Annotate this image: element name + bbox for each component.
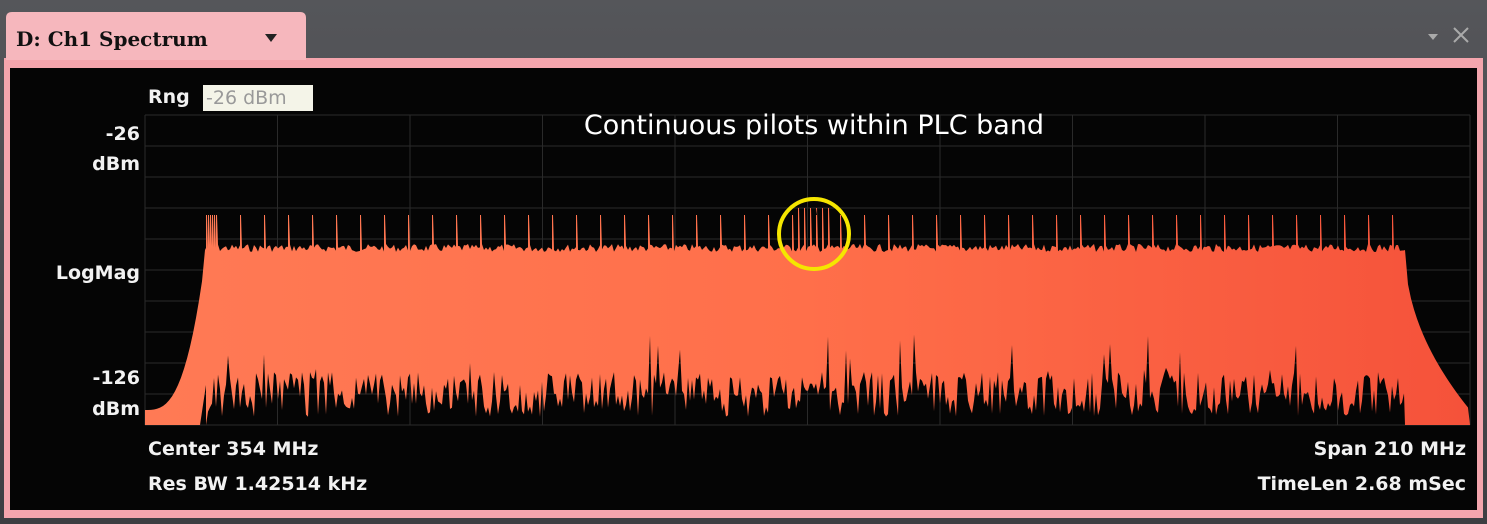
y-top-unit: dBm [92, 153, 140, 175]
annotation: Continuous pilots within PLC band [584, 110, 1044, 141]
highlight-circle [777, 197, 851, 271]
center-freq: Center 354 MHz [148, 438, 318, 460]
spectrum-trace [145, 208, 1470, 425]
y-mid-label: LogMag [56, 262, 140, 284]
tab-dropdown[interactable] [265, 34, 277, 42]
tab[interactable] [6, 12, 306, 60]
tab-title[interactable]: D: Ch1 Spectrum [16, 27, 208, 51]
range-box[interactable] [203, 85, 313, 111]
y-top-label: -26 [106, 123, 140, 145]
y-bottom-label: -126 [92, 367, 140, 389]
close-button[interactable] [1453, 27, 1469, 43]
range-label: Rng [148, 86, 190, 108]
span: Span 210 MHz [1314, 438, 1466, 460]
menu-button[interactable] [1428, 34, 1438, 40]
y-bottom-unit: dBm [92, 398, 140, 420]
range-value[interactable]: -26 dBm [206, 87, 287, 109]
time-len: TimeLen 2.68 mSec [1258, 473, 1466, 495]
res-bw: Res BW 1.42514 kHz [148, 473, 367, 495]
